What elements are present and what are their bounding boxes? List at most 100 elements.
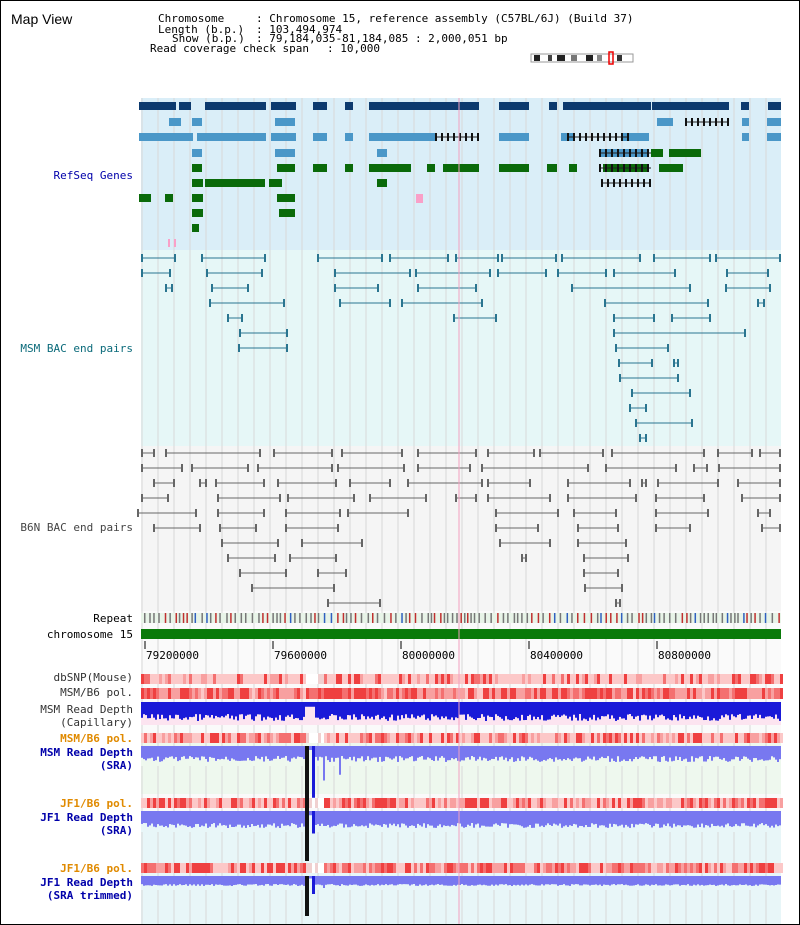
pol-cell xyxy=(147,733,150,743)
b6n-bac-track[interactable] xyxy=(137,449,781,607)
pol-cell xyxy=(384,863,387,873)
pol-cell xyxy=(420,674,423,684)
gene-exon xyxy=(621,133,623,141)
chromosome-bar[interactable] xyxy=(141,629,781,639)
pol-cell xyxy=(765,733,768,743)
depth-bar xyxy=(411,876,413,885)
b6n-bac-pair-end xyxy=(263,509,265,517)
b6n-bac-pair-end xyxy=(675,464,677,472)
refseq-genes-track[interactable] xyxy=(139,102,781,247)
pol-cell xyxy=(558,733,561,743)
pol-cell xyxy=(387,733,390,743)
depth-bar xyxy=(553,811,555,824)
b6n-bac-pair-end xyxy=(718,464,720,472)
depth-bar xyxy=(439,746,441,758)
pol-cell xyxy=(639,798,642,808)
pol-cell xyxy=(285,674,288,684)
depth-bar xyxy=(161,811,163,826)
pol-cell xyxy=(357,798,360,808)
depth-bar xyxy=(527,876,529,886)
repeat-element xyxy=(759,613,761,623)
pol-cell xyxy=(756,674,759,684)
depth-bar xyxy=(641,702,643,716)
depth-bar xyxy=(775,876,777,885)
pol-cell xyxy=(474,688,477,699)
b6n-bac-pair-end xyxy=(757,509,759,517)
pol-cell xyxy=(201,733,204,743)
depth-bar xyxy=(595,876,597,885)
msm-bac-track[interactable] xyxy=(141,254,781,442)
pol-cell xyxy=(579,674,582,684)
pol-cell xyxy=(771,688,774,699)
repeat-element xyxy=(209,613,212,623)
depth-bar xyxy=(657,746,659,762)
chromosome-ideogram[interactable] xyxy=(530,51,634,65)
depth-bar xyxy=(705,746,707,762)
depth-bar xyxy=(421,876,423,886)
repeat-track[interactable] xyxy=(141,613,781,623)
pol-cell xyxy=(249,863,252,873)
depth-bar xyxy=(151,702,153,715)
msm-bac-pair-end xyxy=(757,299,759,307)
pol-cell xyxy=(267,798,270,808)
b6n-bac-pair-end xyxy=(611,449,613,457)
pol-cell xyxy=(375,863,378,873)
gene-exon xyxy=(607,179,609,187)
page-title: Map View xyxy=(11,11,73,27)
pol-cell xyxy=(291,733,294,743)
pol-cell xyxy=(336,733,339,743)
pol-cell xyxy=(606,798,609,808)
pol-cell xyxy=(150,798,153,808)
pol-cell xyxy=(360,733,363,743)
pol-cell xyxy=(612,863,615,873)
depth-bar xyxy=(241,746,243,761)
pol-cell xyxy=(720,733,723,743)
pol-cell xyxy=(771,674,774,684)
pol-cell xyxy=(312,733,315,743)
pol-cell xyxy=(369,733,372,743)
pol-cell xyxy=(141,674,144,684)
depth-bar xyxy=(689,702,691,717)
pol-cell xyxy=(651,688,654,699)
pol-cell xyxy=(159,863,162,873)
pol-cell xyxy=(258,798,261,808)
depth-bar xyxy=(193,746,195,759)
depth-bar xyxy=(677,876,679,885)
depth-bar xyxy=(703,746,705,762)
pol-cell xyxy=(558,688,561,699)
repeat-element xyxy=(408,613,411,623)
depth-bar xyxy=(257,746,259,759)
pol-cell xyxy=(219,733,222,743)
depth-bar xyxy=(375,702,377,716)
depth-bar xyxy=(353,746,355,757)
depth-bar xyxy=(483,702,485,717)
pol-cell xyxy=(675,674,678,684)
depth-bar xyxy=(377,702,379,715)
pol-cell xyxy=(204,863,207,873)
pol-cell xyxy=(378,863,381,873)
read-depth-tracks[interactable] xyxy=(141,702,781,916)
b6n-bac-pair-end xyxy=(141,464,143,472)
b6n-bac-pair-end xyxy=(337,524,339,532)
depth-bar xyxy=(213,876,215,886)
depth-bar xyxy=(555,702,557,717)
pol-cell xyxy=(678,863,681,873)
pol-cell xyxy=(525,863,528,873)
msm-bac-pair-end xyxy=(209,299,211,307)
depth-bar xyxy=(143,702,145,715)
pol-cell xyxy=(606,733,609,743)
pol-cell xyxy=(210,688,213,699)
depth-bar xyxy=(683,876,685,885)
polymorphism-tracks[interactable] xyxy=(141,674,783,873)
depth-bar xyxy=(499,876,501,885)
depth-bar xyxy=(291,746,293,759)
depth-bar xyxy=(609,702,611,719)
depth-bar xyxy=(293,811,295,824)
depth-bar xyxy=(685,702,687,720)
gene-exon xyxy=(647,149,649,157)
b6n-bac-pair-end xyxy=(706,464,708,472)
pol-cell xyxy=(528,863,531,873)
pol-cell xyxy=(771,798,774,808)
depth-bar xyxy=(641,746,643,757)
